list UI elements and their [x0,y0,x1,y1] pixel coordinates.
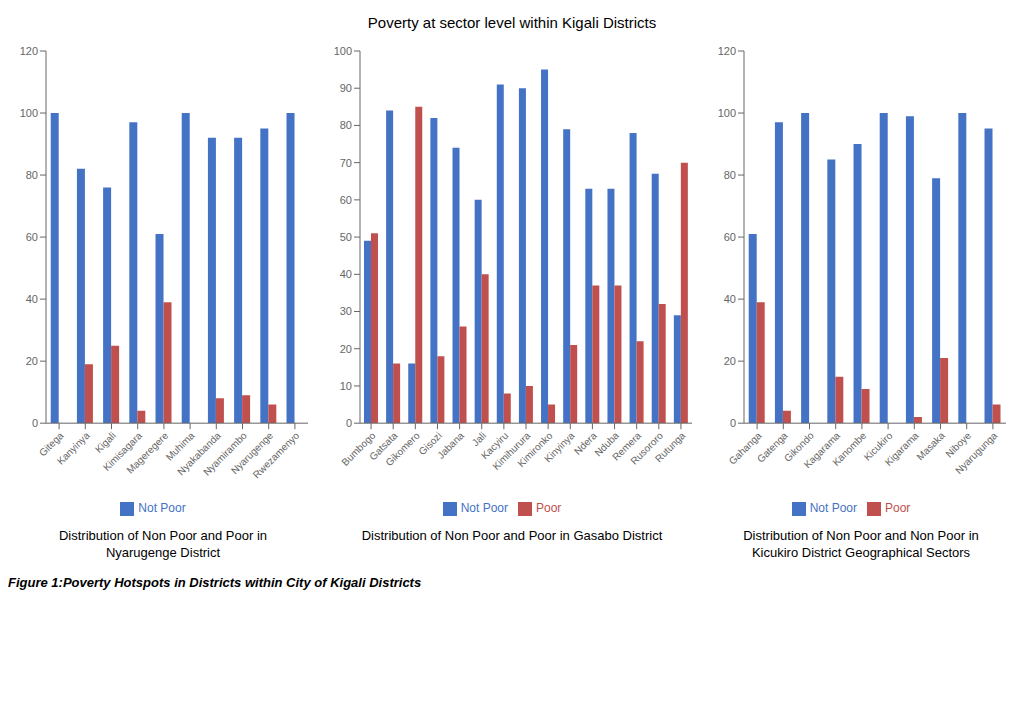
svg-text:Kimironko: Kimironko [515,429,555,470]
svg-text:30: 30 [340,305,352,317]
svg-text:Kigarama: Kigarama [883,430,921,468]
svg-text:60: 60 [26,231,38,243]
html-text:Not Poor: Not Poor [460,501,508,516]
svg-text:Muhima: Muhima [163,429,197,463]
svg-text:Ndera: Ndera [571,429,599,457]
svg-text:Bumbogo: Bumbogo [339,429,378,468]
svg-text:Gisozi: Gisozi [416,429,444,458]
svg-text:10: 10 [340,380,352,392]
svg-text:Remera: Remera [610,429,644,463]
svg-text:Nyarugunga: Nyarugunga [953,430,1000,477]
svg-text:Niboye: Niboye [943,429,974,460]
svg-text:Kicukiro: Kicukiro [861,429,895,463]
svg-text:Rutunga: Rutunga [653,430,688,465]
html-text:Distribution of Non Poor and P: Distribution of Non Poor and Poor in Gas… [361,528,663,543]
svg-text:Kimisagara: Kimisagara [101,429,145,473]
svg-text:70: 70 [340,157,352,169]
html-text:Poverty at sector level within: Poverty at sector level within Kigali Di… [367,14,657,31]
svg-text:Gikondo: Gikondo [781,429,816,464]
svg-text:80: 80 [724,169,736,181]
svg-text:Gitega: Gitega [36,429,66,459]
svg-text:Kagarama: Kagarama [801,429,843,471]
svg-text:80: 80 [26,169,38,181]
svg-text:Nyamirambo: Nyamirambo [201,429,249,478]
svg-text:20: 20 [724,355,736,367]
svg-text:120: 120 [20,45,38,57]
svg-text:Jabana: Jabana [435,430,466,461]
html-text:Figure 1:Poverty Hotspots in D: Figure 1:Poverty Hotspots in Districts w… [8,575,422,590]
svg-text:60: 60 [340,194,352,206]
svg-text:Gikomero: Gikomero [383,429,422,469]
html-text:Not Poor: Not Poor [138,501,186,516]
svg-text:Kimihurura: Kimihurura [490,429,533,472]
svg-text:20: 20 [340,343,352,355]
svg-text:Kanyinya: Kanyinya [55,430,92,467]
svg-text:Gatsata: Gatsata [367,429,400,463]
svg-text:50: 50 [340,231,352,243]
svg-text:100: 100 [718,107,736,119]
svg-text:0: 0 [32,417,38,429]
html-text:Not Poor: Not Poor [809,501,857,516]
svg-text:100: 100 [20,107,38,119]
html-text:Nyarugenge District: Nyarugenge District [105,545,221,560]
svg-text:40: 40 [26,293,38,305]
svg-text:Mageregere: Mageregere [124,430,170,476]
svg-text:20: 20 [26,355,38,367]
svg-text:Masaka: Masaka [914,430,947,463]
svg-text:Nyarugenge: Nyarugenge [228,429,276,477]
svg-text:Gahanga: Gahanga [726,429,764,467]
svg-text:100: 100 [334,45,352,57]
svg-text:90: 90 [340,82,352,94]
svg-text:Kigali: Kigali [92,429,118,455]
svg-text:Rusororo: Rusororo [628,429,666,467]
svg-text:0: 0 [730,417,736,429]
svg-text:Rwezamenyo: Rwezamenyo [251,430,302,481]
svg-text:Jali: Jali [470,430,488,448]
svg-text:40: 40 [724,293,736,305]
html-text:Poor: Poor [536,501,562,516]
html-text:Distribution of Non Poor and N: Distribution of Non Poor and Non Poor in [743,528,979,543]
svg-text:Gatenga: Gatenga [754,429,790,465]
svg-text:Kinyinya: Kinyinya [542,430,577,465]
svg-text:Kanombe: Kanombe [830,430,868,468]
svg-text:80: 80 [340,119,352,131]
svg-text:Kacyiru: Kacyiru [478,429,511,462]
html-text:Kicukiro District Geographical: Kicukiro District Geographical Sectors [751,545,971,560]
svg-text:Nyakabanda: Nyakabanda [175,429,223,478]
html-text:Poor: Poor [885,501,911,516]
svg-text:0: 0 [346,417,352,429]
svg-text:40: 40 [340,268,352,280]
svg-text:120: 120 [718,45,736,57]
svg-text:60: 60 [724,231,736,243]
html-text:Distribution of Non Poor and P: Distribution of Non Poor and Poor in [58,528,268,543]
svg-text:Nduba: Nduba [592,429,621,459]
